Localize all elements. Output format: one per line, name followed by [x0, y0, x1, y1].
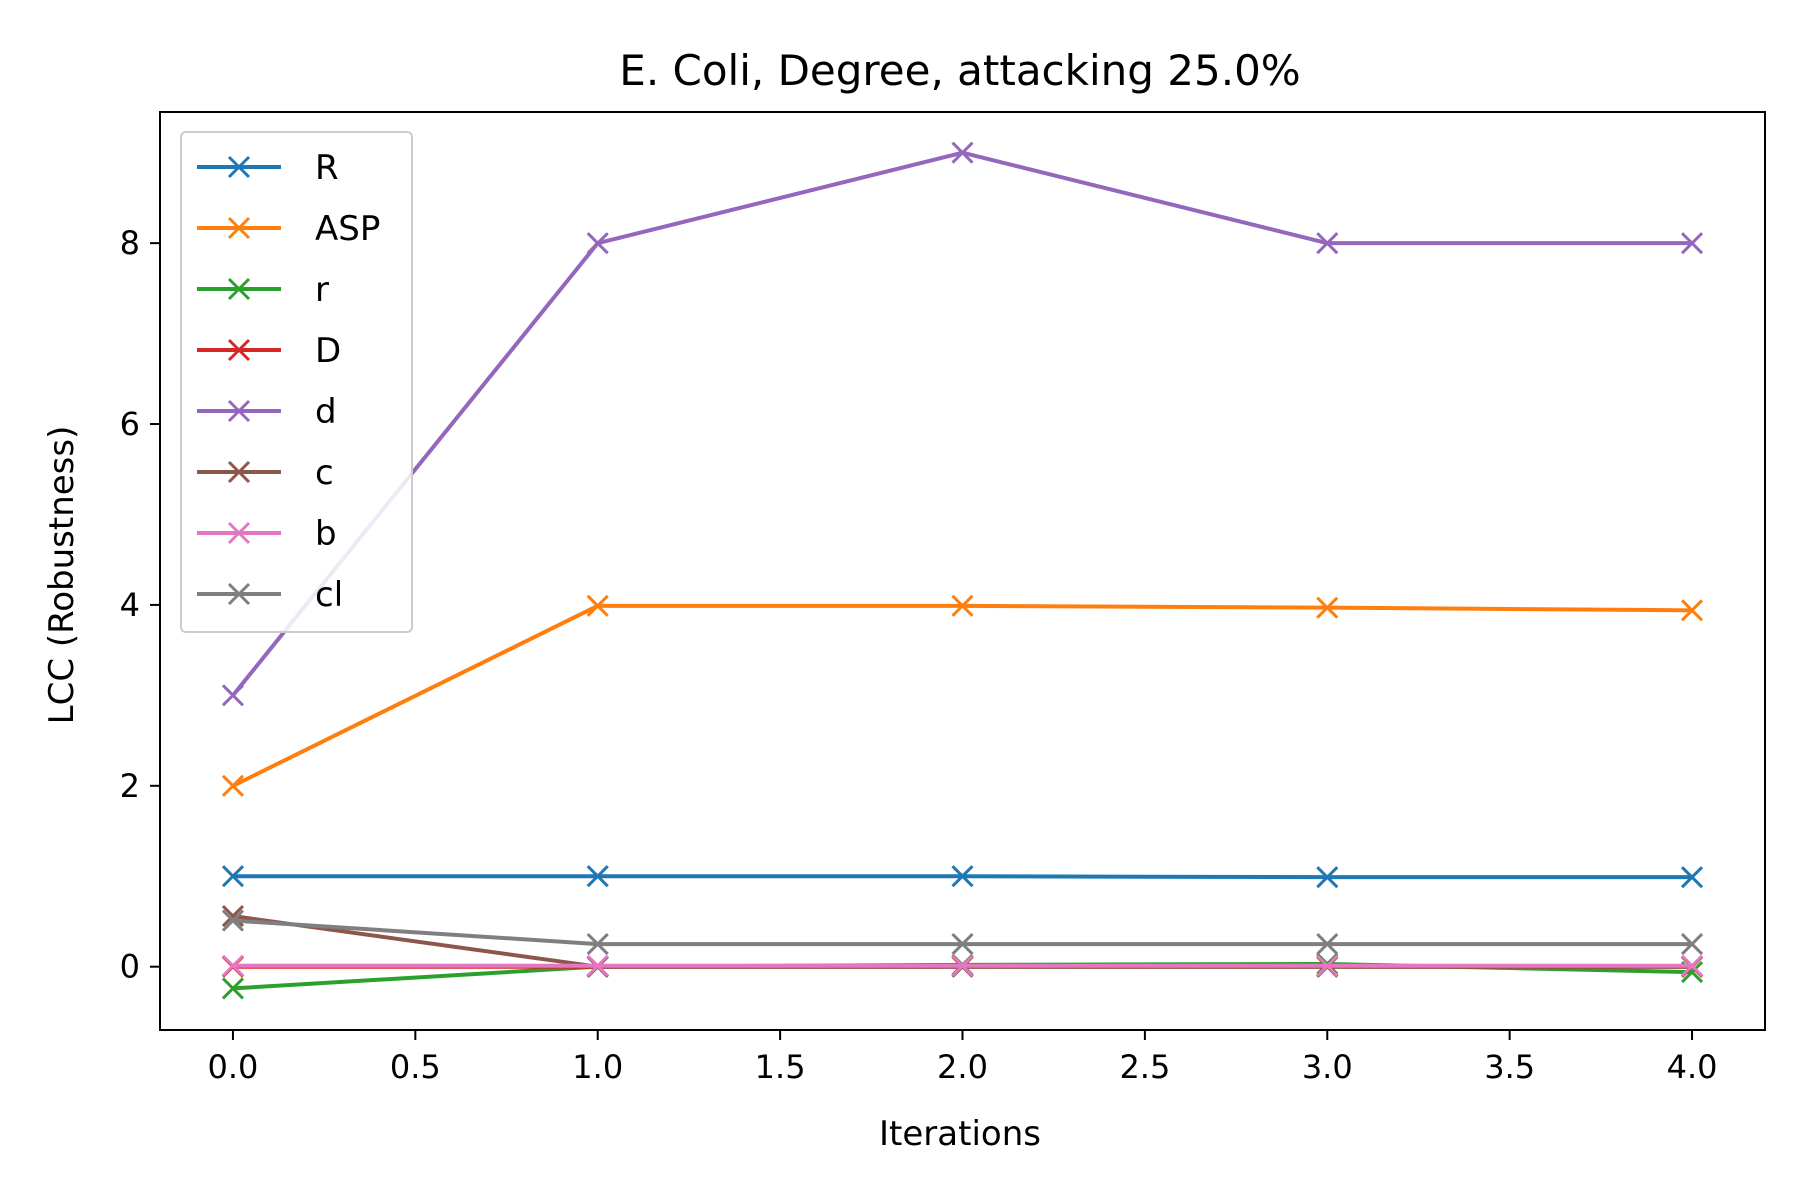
legend-marker: [227, 277, 251, 301]
data-point-ASP-0: [221, 774, 245, 797]
y-axis-label: LCC (Robustness): [42, 426, 82, 725]
x-tick-label: 0.0: [208, 1048, 259, 1086]
series-d: [221, 141, 1704, 707]
series-ASP: [221, 594, 1704, 797]
series-line-d: [231, 150, 1693, 697]
x-tick-label: 0.5: [390, 1048, 441, 1086]
data-point-b-4: [1680, 954, 1704, 977]
data-point-r-0: [221, 977, 245, 1000]
data-point-ASP-2: [951, 594, 974, 617]
data-point-cl-3: [1316, 933, 1339, 956]
data-point-ASP-4: [1680, 599, 1704, 622]
data-point-b-3: [1316, 954, 1339, 977]
data-point-ASP-3: [1316, 596, 1339, 619]
series-line-ASP: [232, 603, 1693, 788]
legend-entry-d: d: [197, 392, 337, 432]
legend-marker: [227, 521, 251, 545]
data-point-R-1: [586, 865, 609, 888]
legend-entry-cl: cl: [197, 575, 343, 615]
legend-label: r: [315, 270, 329, 310]
series-b: [221, 954, 1704, 977]
data-point-cl-1: [586, 933, 609, 956]
legend-entry-b: b: [197, 514, 337, 554]
y-tick-label: 8: [120, 224, 140, 262]
series-R: [221, 865, 1704, 889]
legend-label: R: [315, 148, 339, 188]
data-point-R-0: [221, 865, 245, 888]
data-point-d-4: [1680, 232, 1704, 255]
data-point-R-2: [951, 865, 974, 888]
axes: 0.0 0.5 1.0 1.5 2.0 2.5 3.0 3.5 4.0 0 2 4 6 8: [120, 111, 1766, 1086]
x-tick-label: 1.0: [572, 1048, 623, 1086]
x-tick-label: 1.5: [755, 1048, 806, 1086]
x-tick-label: 4.0: [1667, 1048, 1718, 1086]
data-point-R-4: [1680, 866, 1704, 889]
legend-label: cl: [315, 575, 343, 615]
legend-entry-ASP: ASP: [197, 209, 380, 249]
data-point-R-3: [1316, 866, 1339, 889]
legend-marker: [227, 338, 251, 362]
legend-label: ASP: [315, 209, 380, 249]
plot-area: [221, 141, 1704, 1000]
series-line-c: [232, 914, 1693, 969]
data-point-d-2: [951, 141, 974, 164]
data-point-b-2: [951, 954, 974, 977]
legend-entry-r: r: [197, 270, 329, 310]
legend-marker: [227, 460, 251, 484]
series-r: [221, 952, 1704, 1000]
series-line-cl: [232, 918, 1693, 947]
x-tick-label: 3.5: [1484, 1048, 1535, 1086]
y-tick-label: 6: [120, 405, 140, 443]
legend-entry-D: D: [197, 331, 341, 371]
y-tick-label: 4: [120, 586, 140, 624]
legend-box: [180, 131, 413, 633]
data-point-b-1: [586, 954, 609, 977]
series-cl: [221, 909, 1704, 956]
data-point-ASP-1: [586, 594, 609, 617]
data-point-d-3: [1316, 232, 1339, 255]
chart-title: E. Coli, Degree, attacking 25.0%: [619, 46, 1300, 95]
data-point-cl-2: [951, 933, 974, 956]
x-tick-label: 2.0: [937, 1048, 988, 1086]
data-point-b-0: [221, 954, 245, 977]
legend-label: d: [315, 392, 337, 432]
legend-entry-c: c: [197, 453, 334, 493]
x-axis-label: Iterations: [879, 1114, 1041, 1154]
legend-label: c: [315, 453, 334, 493]
legend-marker: [227, 582, 251, 606]
legend-entry-R: R: [197, 148, 339, 188]
legend-label: b: [315, 514, 337, 554]
legend-marker: [227, 155, 251, 179]
y-tick-label: 2: [120, 767, 140, 805]
x-tick-label: 2.5: [1119, 1048, 1170, 1086]
data-point-cl-0: [221, 909, 245, 932]
legend-label: D: [315, 331, 341, 371]
data-point-cl-4: [1680, 933, 1704, 956]
x-tick-label: 3.0: [1302, 1048, 1353, 1086]
data-point-d-0: [221, 684, 245, 707]
legend-marker: [227, 399, 251, 423]
data-point-d-1: [586, 232, 609, 255]
y-tick-label: 0: [120, 948, 140, 986]
legend-marker: [227, 216, 251, 240]
